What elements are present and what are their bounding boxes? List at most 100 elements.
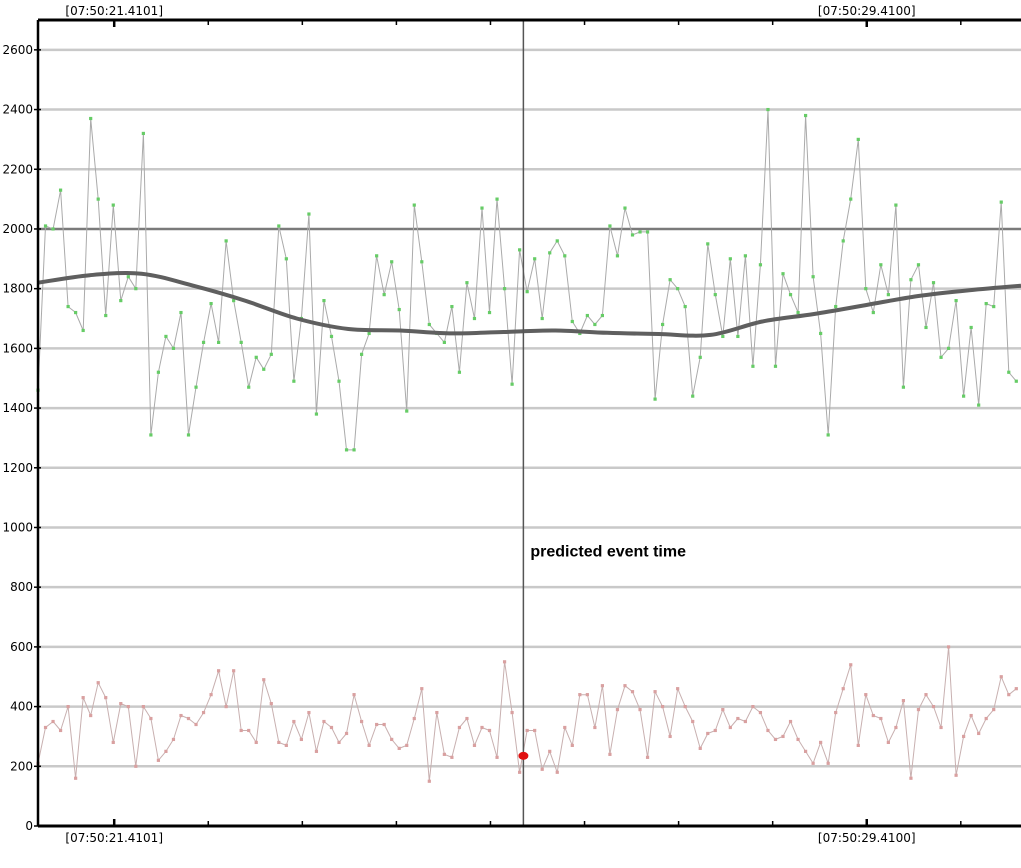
lower-series-point bbox=[585, 693, 589, 697]
lower-series-point bbox=[375, 722, 379, 727]
upper-series-point bbox=[201, 340, 206, 344]
lower-series-point bbox=[58, 728, 63, 733]
lower-series-point bbox=[698, 746, 702, 750]
lower-series-point bbox=[51, 719, 55, 724]
upper-series-point bbox=[578, 331, 582, 336]
lower-series-point bbox=[894, 725, 898, 730]
upper-series-point bbox=[683, 304, 687, 309]
upper-series-point bbox=[96, 197, 100, 201]
y-tick-label: 1600 bbox=[2, 341, 33, 355]
upper-series-point bbox=[277, 224, 281, 228]
upper-series-point bbox=[134, 287, 138, 291]
smoothed-series bbox=[37, 271, 1021, 338]
lower-series-point bbox=[89, 713, 93, 718]
upper-series-point bbox=[698, 355, 702, 359]
upper-series-point bbox=[886, 293, 890, 297]
event-overlay: predicted event time bbox=[518, 20, 686, 826]
lower-series-point bbox=[156, 758, 161, 762]
lower-series-point bbox=[856, 743, 860, 747]
annotation-label: predicted event time bbox=[530, 543, 686, 560]
lower-series-point bbox=[472, 743, 477, 747]
lower-series-point bbox=[909, 776, 913, 780]
upper-series-point bbox=[728, 257, 732, 261]
lower-series-point bbox=[540, 767, 544, 771]
y-tick-label: 200 bbox=[10, 759, 33, 773]
lower-series-point bbox=[781, 734, 785, 739]
upper-series-point bbox=[247, 385, 251, 389]
upper-series-point bbox=[901, 385, 906, 389]
lower-series-point bbox=[487, 728, 492, 733]
upper-series-point bbox=[502, 287, 507, 291]
lower-series-point bbox=[149, 716, 153, 721]
upper-series-point bbox=[390, 260, 394, 264]
upper-series-point bbox=[668, 278, 672, 282]
upper-series-point bbox=[600, 313, 605, 318]
upper-series-point bbox=[585, 313, 589, 318]
lower-series-point bbox=[224, 704, 228, 709]
lower-series-point bbox=[803, 749, 808, 753]
upper-series-point bbox=[284, 257, 288, 261]
upper-series-point bbox=[322, 299, 326, 303]
lower-series-point bbox=[525, 728, 529, 733]
upper-series-point bbox=[74, 310, 78, 315]
x-timestamp-bottom: [07:50:29.4100] bbox=[818, 831, 916, 845]
lower-series-point bbox=[916, 707, 921, 712]
lower-series-point bbox=[946, 645, 951, 649]
lower-series-point bbox=[518, 770, 522, 774]
lower-series-point bbox=[209, 693, 213, 697]
upper-series-point bbox=[946, 346, 951, 350]
lower-series-point bbox=[81, 696, 85, 700]
upper-series-point bbox=[480, 206, 484, 210]
upper-series-point bbox=[781, 272, 785, 276]
lower-series-point bbox=[977, 731, 981, 736]
upper-series-point bbox=[269, 352, 273, 356]
upper-series-point bbox=[186, 433, 191, 437]
lower-series-point bbox=[849, 663, 853, 667]
upper-series-point bbox=[691, 394, 695, 398]
upper-series-point bbox=[630, 233, 635, 237]
lower-series-point bbox=[217, 669, 221, 673]
upper-series-point bbox=[849, 197, 853, 201]
upper-series-point bbox=[969, 325, 973, 330]
lower-series-point bbox=[962, 734, 966, 739]
upper-series-point bbox=[540, 316, 544, 321]
lower-series-point bbox=[954, 773, 958, 777]
lower-series-point bbox=[811, 761, 815, 765]
lower-series-point bbox=[66, 704, 70, 709]
lower-series-point bbox=[292, 719, 296, 724]
upper-series-point bbox=[487, 310, 492, 315]
upper-series-point bbox=[743, 254, 747, 258]
lower-series-point bbox=[141, 704, 145, 709]
lower-series-point bbox=[307, 710, 311, 715]
upper-series-point bbox=[149, 433, 153, 437]
lower-series-point bbox=[96, 681, 100, 685]
lower-series-point bbox=[796, 737, 800, 742]
upper-series-point bbox=[879, 263, 883, 267]
lower-series-point bbox=[126, 704, 130, 709]
lower-series-point bbox=[879, 716, 883, 721]
lower-series-point bbox=[533, 728, 537, 733]
lower-series-point bbox=[819, 740, 823, 745]
lower-series-point bbox=[630, 690, 635, 694]
lower-series-point bbox=[277, 740, 281, 745]
lower-series-point bbox=[367, 743, 371, 747]
upper-series-point bbox=[555, 239, 559, 243]
upper-series-point bbox=[314, 412, 319, 416]
x-timestamp-top: [07:50:29.4100] bbox=[818, 4, 916, 18]
lower-series-point bbox=[743, 719, 747, 724]
lower-series-point bbox=[683, 704, 687, 709]
lower-series-point bbox=[359, 719, 364, 724]
upper-series-point bbox=[788, 293, 793, 297]
lower-series-point bbox=[450, 755, 454, 759]
lower-series-point bbox=[382, 722, 386, 727]
upper-series-point bbox=[337, 379, 341, 383]
upper-series-point bbox=[931, 281, 936, 285]
lower-series-point bbox=[638, 707, 642, 712]
upper-series-point bbox=[254, 355, 258, 359]
upper-series-point bbox=[239, 340, 243, 344]
lower-series-point bbox=[668, 734, 672, 739]
lower-series-point bbox=[984, 716, 988, 721]
lower-series-point bbox=[661, 704, 665, 709]
upper-series-point bbox=[375, 254, 379, 258]
lower-series-point bbox=[563, 725, 567, 730]
